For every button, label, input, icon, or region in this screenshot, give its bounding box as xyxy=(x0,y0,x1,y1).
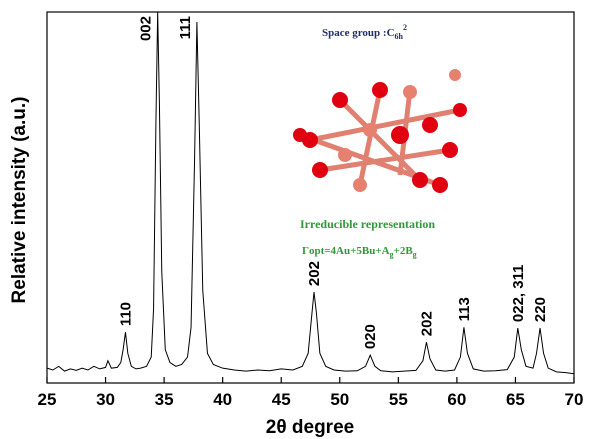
x-tick-label: 35 xyxy=(155,390,174,409)
peak-label: 002 xyxy=(138,16,155,41)
space-group-text: Space group :C xyxy=(322,27,395,39)
x-tick-label: 25 xyxy=(38,390,57,409)
irreducible-formula: Γopt=4Au+5Bu+Ag+2Bg xyxy=(302,245,417,259)
formula-sub: g xyxy=(413,250,417,259)
y-axis-label: Relative intensity (a.u.) xyxy=(9,97,30,304)
peak-label: 110 xyxy=(117,302,134,326)
crystal-structure xyxy=(293,69,467,193)
formula-part: Γopt=4Au+5Bu+A xyxy=(302,245,390,257)
x-tick-label: 60 xyxy=(447,390,466,409)
peak-label: 113 xyxy=(456,297,473,321)
formula-part: +2B xyxy=(394,245,414,257)
x-tick-label: 30 xyxy=(96,390,115,409)
x-tick-label: 50 xyxy=(330,390,349,409)
x-tick-label: 45 xyxy=(272,390,291,409)
x-tick-label: 70 xyxy=(565,390,584,409)
peak-label: 202 xyxy=(306,261,323,286)
peak-label: 220 xyxy=(532,297,549,322)
x-tick-label: 65 xyxy=(506,390,525,409)
space-group-sub: 6h xyxy=(395,32,404,41)
peak-label: 020 xyxy=(362,324,379,349)
x-tick-label: 55 xyxy=(389,390,408,409)
peak-label: 111 xyxy=(177,16,194,39)
chart: 2θ degree Relative intensity (a.u.) Spac… xyxy=(0,0,590,439)
irreducible-title: Irreducible representation xyxy=(300,217,435,231)
space-group: Space group :C6h2 xyxy=(322,23,407,41)
x-tick-label: 40 xyxy=(213,390,232,409)
peak-label: 202 xyxy=(418,311,435,336)
space-group-sup: 2 xyxy=(403,23,407,32)
x-axis-label: 2θ degree xyxy=(266,417,354,438)
peak-label: 022, 311 xyxy=(510,265,527,323)
